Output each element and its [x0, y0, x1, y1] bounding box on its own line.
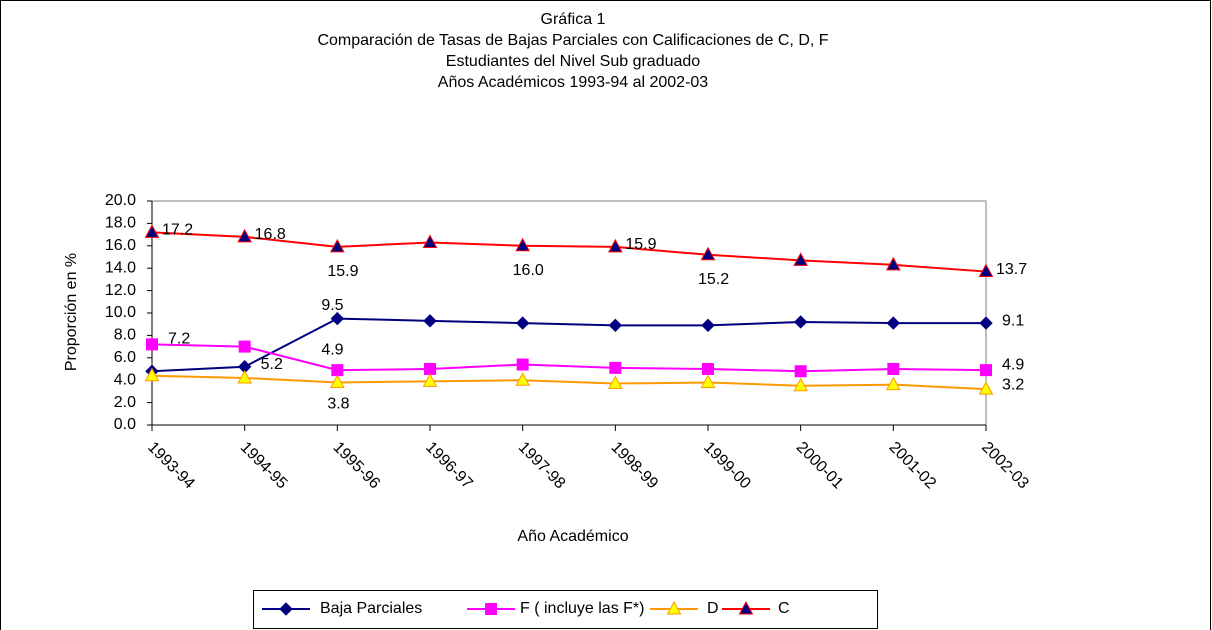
data-label: 7.2 [168, 331, 190, 348]
series-line [151, 374, 987, 391]
data-label: 15.9 [625, 236, 656, 253]
data-point [793, 252, 809, 266]
data-point [978, 263, 994, 278]
data-point [422, 234, 438, 248]
data-label: 4.9 [1002, 356, 1024, 373]
y-tick-label: 0.0 [114, 416, 136, 433]
series-line [151, 231, 987, 273]
data-point [329, 238, 345, 253]
data-label: 16.0 [513, 262, 544, 279]
data-point [515, 316, 530, 330]
data-point [144, 224, 160, 238]
y-tick-label: 16.0 [105, 237, 136, 254]
data-point [885, 376, 901, 391]
data-point [607, 238, 623, 253]
y-tick-label: 12.0 [105, 282, 136, 299]
data-label: 15.2 [698, 271, 729, 288]
y-axis-label: Proporción en % [63, 253, 80, 371]
legend-marker [279, 602, 293, 616]
data-point [515, 372, 531, 386]
chart-title: Comparación de Tasas de Bajas Parciales … [317, 32, 828, 49]
data-point [144, 367, 160, 382]
data-point [979, 316, 993, 330]
y-tick-label: 2.0 [114, 394, 136, 411]
data-point [700, 374, 716, 388]
data-label: 16.8 [255, 226, 286, 243]
data-point [607, 375, 623, 390]
series-line [151, 317, 986, 373]
y-tick-label: 6.0 [114, 349, 136, 366]
legend-label: D [707, 600, 719, 617]
data-point [702, 363, 714, 375]
y-tick-label: 8.0 [114, 327, 136, 344]
y-tick-label: 20.0 [105, 192, 136, 209]
data-point [515, 237, 531, 252]
data-point [609, 361, 622, 374]
data-point [331, 364, 344, 377]
y-tick-label: 18.0 [105, 215, 136, 232]
chart-title: Gráfica 1 [541, 11, 606, 28]
data-point [885, 256, 901, 271]
data-label: 3.8 [327, 396, 349, 413]
y-tick-label: 10.0 [105, 304, 136, 321]
legend-label: F ( incluye las F*) [520, 600, 644, 617]
legend-marker [485, 603, 497, 615]
data-label: 3.2 [1002, 376, 1024, 393]
data-point [238, 340, 251, 353]
data-point [330, 311, 345, 326]
data-point [793, 315, 808, 329]
legend-box [253, 590, 878, 629]
data-point [793, 377, 809, 392]
data-point [980, 364, 992, 377]
data-point [700, 246, 716, 261]
data-point [237, 369, 253, 384]
data-point [423, 314, 437, 328]
chart-title: Años Académicos 1993-94 al 2002-03 [438, 74, 709, 91]
data-point [886, 316, 901, 330]
chart-title: Estudiantes del Nivel Sub graduado [446, 53, 700, 70]
y-tick-label: 14.0 [105, 259, 136, 276]
data-point [978, 381, 994, 395]
data-label: 15.9 [327, 263, 358, 280]
legend-label: C [778, 600, 790, 617]
data-label: 9.5 [321, 297, 343, 314]
data-point [608, 318, 623, 333]
data-point [794, 365, 807, 378]
data-point [422, 373, 438, 387]
data-point [424, 363, 436, 375]
legend-marker [738, 600, 754, 615]
data-point [146, 338, 158, 351]
legend-marker [666, 600, 682, 615]
legend-label: Baja Parciales [320, 600, 422, 617]
data-label: 4.9 [321, 341, 343, 358]
data-point [701, 318, 715, 333]
series-line [151, 343, 987, 373]
data-label: 5.2 [261, 356, 283, 373]
data-point [329, 374, 345, 388]
data-point [516, 358, 529, 371]
x-axis-label: Año Académico [517, 528, 628, 545]
data-label: 9.1 [1002, 312, 1024, 329]
data-point [237, 228, 253, 243]
data-label: 13.7 [996, 261, 1027, 278]
y-tick-label: 4.0 [114, 371, 136, 388]
data-point [887, 363, 900, 375]
data-label: 17.2 [162, 222, 193, 239]
